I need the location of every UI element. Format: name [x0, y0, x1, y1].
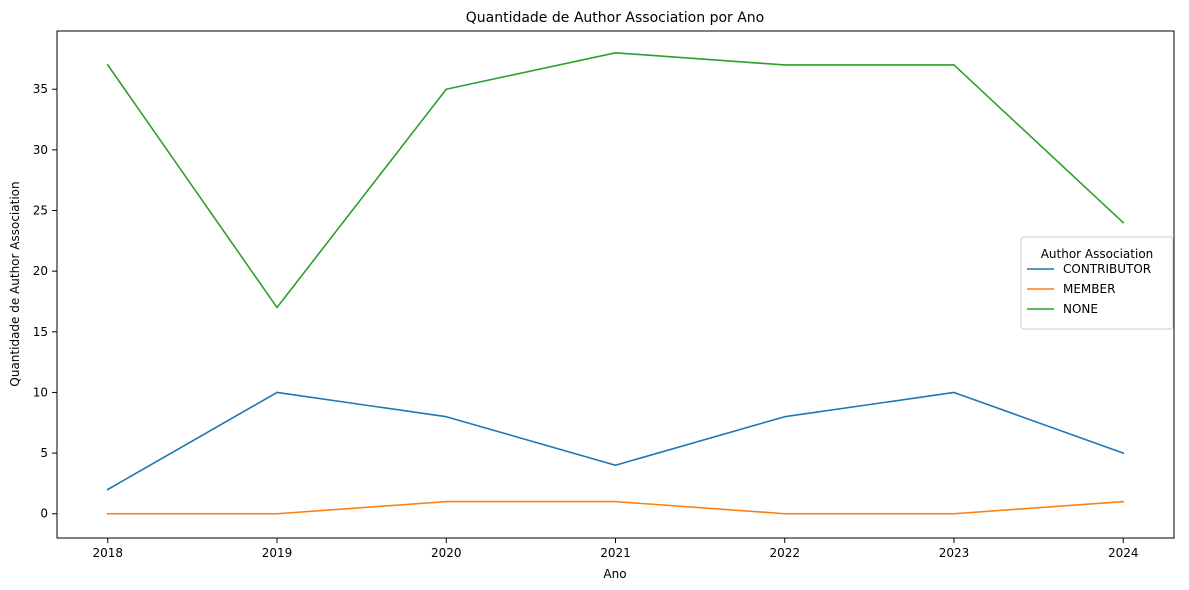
- x-tick-label: 2018: [92, 546, 123, 560]
- legend-label-contributor: CONTRIBUTOR: [1063, 262, 1151, 276]
- data-point-member: [953, 512, 955, 515]
- legend-label-none: NONE: [1063, 302, 1098, 316]
- data-point-member: [783, 512, 786, 515]
- x-tick-label: 2019: [262, 546, 293, 560]
- data-point-none: [953, 64, 955, 66]
- data-point-none: [445, 88, 448, 91]
- y-axis-label: Quantidade de Author Association: [8, 181, 22, 386]
- data-point-contributor: [106, 488, 109, 491]
- y-tick-label: 15: [33, 325, 48, 339]
- y-tick-label: 35: [33, 82, 48, 96]
- y-tick-label: 0: [40, 507, 48, 521]
- legend: Author Association CONTRIBUTOR MEMBER NONE: [1020, 236, 1174, 330]
- data-point-contributor: [445, 415, 448, 418]
- legend-box: [1020, 236, 1174, 330]
- series-layer: [106, 52, 1125, 515]
- y-axis: 0 5 10 15 20 25 30 35: [33, 82, 57, 521]
- series-line-none: [106, 52, 1125, 309]
- y-tick-label: 10: [33, 385, 48, 399]
- x-axis: 2018 2019 2020 2021 2022 2023 2024: [92, 538, 1139, 560]
- data-point-none: [106, 64, 109, 66]
- plot-frame: [56, 30, 1175, 539]
- x-tick-label: 2021: [600, 546, 631, 560]
- legend-label-member: MEMBER: [1063, 282, 1115, 296]
- y-tick-label: 20: [33, 264, 48, 278]
- data-point-member: [106, 512, 109, 515]
- data-point-contributor: [276, 391, 278, 394]
- data-point-contributor: [1122, 452, 1125, 454]
- plot-area: [56, 30, 1175, 539]
- series-line-member: [106, 500, 1125, 515]
- data-point-contributor: [783, 415, 786, 418]
- data-point-none: [783, 64, 786, 66]
- data-point-none: [614, 52, 617, 54]
- y-tick-label: 25: [33, 204, 48, 218]
- legend-title: Author Association: [1041, 247, 1154, 261]
- x-axis-label: Ano: [603, 567, 626, 581]
- x-tick-label: 2023: [939, 546, 970, 560]
- data-point-member: [276, 512, 278, 515]
- data-point-contributor: [614, 464, 617, 467]
- data-point-member: [445, 500, 448, 503]
- legend-entries: CONTRIBUTOR MEMBER NONE: [1027, 262, 1151, 316]
- data-point-none: [1122, 221, 1125, 224]
- y-tick-label: 5: [40, 446, 48, 460]
- data-point-contributor: [953, 391, 955, 394]
- x-tick-label: 2020: [431, 546, 462, 560]
- data-point-member: [1122, 500, 1125, 503]
- x-tick-label: 2022: [769, 546, 800, 560]
- y-tick-label: 30: [33, 143, 48, 157]
- series-line-contributor: [106, 391, 1125, 491]
- x-tick-label: 2024: [1108, 546, 1139, 560]
- chart-title: Quantidade de Author Association por Ano: [466, 10, 765, 26]
- data-point-member: [614, 500, 617, 503]
- data-point-none: [276, 306, 278, 309]
